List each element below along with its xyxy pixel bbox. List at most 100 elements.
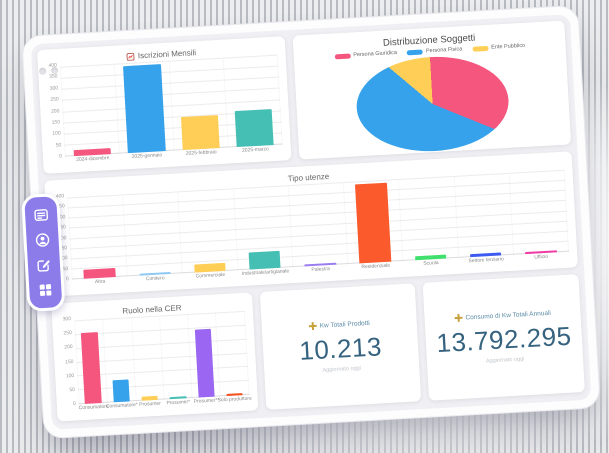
- tablet-frame: Iscrizioni Mensili 0 50 100 150 200 250 300 350…: [21, 4, 601, 440]
- apps-grid-icon[interactable]: [36, 280, 55, 299]
- bar-chart-icon: [126, 52, 135, 61]
- camera-dots: [38, 66, 59, 75]
- x-axis-label: Commerciale: [195, 271, 226, 280]
- legend-item: Persona Giuridica: [334, 50, 397, 59]
- x-axis-label: Solo produttore: [217, 395, 252, 404]
- legend-swatch: [406, 48, 424, 55]
- card-distribuzione-soggetti: Distribuzione Soggetti Persona Giuridica…: [292, 20, 572, 160]
- dashboard-screen: Iscrizioni Mensili 0 50 100 150 200 250 300 350…: [30, 14, 592, 430]
- bar-column: Consumatore*: [102, 318, 138, 410]
- user-circle-icon[interactable]: [33, 231, 52, 250]
- sparkle-icon: [454, 313, 463, 325]
- dashboard-row-1: Iscrizioni Mensili 0 50 100 150 200 250 300 350…: [36, 20, 572, 174]
- y-tick-label: 0: [72, 400, 76, 408]
- x-axis-label: Settore terziario: [468, 256, 504, 265]
- stat-value: 13.792.295: [435, 320, 573, 358]
- bar-column: Prosumer*: [159, 315, 192, 406]
- bar-column: Altra: [67, 195, 127, 285]
- legend-label: Persona Fisica: [425, 46, 463, 55]
- bar-column: 2025-marzo: [223, 56, 283, 154]
- stat-subtitle: Aggiornato oggi: [322, 365, 362, 374]
- camera-dot: [50, 66, 59, 75]
- y-tick-label: 300: [62, 316, 72, 323]
- y-tick-label: 200: [50, 107, 60, 115]
- y-tick-label: 350: [49, 73, 58, 81]
- y-tick-label: 250: [50, 96, 59, 103]
- x-axis-label: 2024-dicembre: [75, 155, 110, 164]
- edit-icon[interactable]: [34, 255, 53, 274]
- x-axis-label: Altra: [94, 278, 106, 286]
- y-tick-label: 150: [51, 119, 61, 126]
- bar-residenziale: [355, 182, 392, 264]
- bar-column: Ufficio: [508, 171, 569, 261]
- dashboard-row-2: Tipo utenze 0 50 100 150 200 250 300 350 400 Alt…: [44, 151, 578, 297]
- stat-title-row: Consumo di Kw Totali Annuali: [454, 309, 551, 325]
- camera-dot: [38, 67, 47, 75]
- bar-chart-iscrizioni: 0 50 100 150 200 250 300 350 400 2024-dicembre 20…: [46, 54, 283, 169]
- x-axis-label: Palestra: [311, 266, 330, 274]
- chart-title-row: Iscrizioni Mensili: [45, 42, 277, 67]
- legend-swatch: [334, 53, 351, 59]
- x-axis-label: Ufficio: [534, 253, 549, 261]
- card-ruolo-nella-cer: Ruolo nella CER 0 50 100 150 200 250 300 Consu…: [51, 292, 259, 422]
- bar-2025-febbraio: [180, 114, 220, 151]
- bar-consumatore: [81, 332, 102, 404]
- bar-column: Cimitero: [122, 192, 182, 282]
- legend-item: Ente Pubblico: [472, 43, 525, 52]
- y-tick-label: 200: [64, 344, 73, 351]
- plot-area: 2024-dicembre 2025-gennaio 2025-febbraio 20…: [59, 54, 284, 168]
- y-tick-label: 150: [64, 358, 74, 365]
- table-card-icon[interactable]: [32, 206, 51, 225]
- y-tick-label: 0: [58, 153, 63, 160]
- y-tick-label: 400: [55, 193, 65, 200]
- pie-distribuzione-soggetti: [354, 52, 512, 156]
- y-tick-label: 50: [69, 386, 76, 394]
- x-axis-label: 2025-marzo: [241, 146, 269, 154]
- y-tick-label: 0: [65, 276, 69, 283]
- stat-card-consumo-kw-annuali: Consumo di Kw Totali Annuali 13.792.295 …: [422, 274, 585, 401]
- x-axis-label: 2025-febbraio: [185, 149, 217, 157]
- x-axis-label: Consumatore*: [105, 401, 138, 410]
- bar-column: Commerciale: [178, 189, 238, 280]
- y-tick-label: 100: [52, 130, 61, 138]
- bar-prosumer-: [194, 328, 215, 398]
- stat-title: Consumo di Kw Totali Annuali: [465, 310, 552, 322]
- legend-label: Persona Giuridica: [353, 49, 398, 59]
- bar-column: Consumatore: [74, 320, 109, 411]
- bar-consumatore-: [112, 379, 130, 403]
- x-axis-label: 2025-gennaio: [131, 152, 163, 160]
- stat-subtitle: Aggiornato oggi: [485, 356, 525, 365]
- bar-2025-marzo: [234, 109, 274, 148]
- x-axis-label: Scuola: [423, 259, 439, 267]
- x-axis-label: Consumatore: [78, 403, 109, 412]
- y-tick-label: 50: [62, 265, 69, 273]
- bar-column: Prosumer: [131, 317, 164, 408]
- bar-column: Prosumer**: [187, 313, 220, 405]
- y-tick-label: 250: [63, 330, 73, 337]
- x-axis-label: Prosumer**: [193, 397, 220, 405]
- bar-column: Residenziale: [343, 180, 403, 270]
- bar-column: Solo produttore: [215, 312, 252, 403]
- bars: Consumatore Consumatore* Prosumer Prosumer*…: [74, 312, 252, 411]
- card-tipo-utenze: Tipo utenze 0 50 100 150 200 250 300 350 400 Alt…: [44, 151, 578, 297]
- bar-column: Industriale/artigianale: [233, 186, 293, 277]
- stat-value: 10.213: [298, 331, 383, 366]
- bar-2025-gennaio: [123, 64, 166, 154]
- bars: 2024-dicembre 2025-gennaio 2025-febbraio 20…: [60, 56, 283, 163]
- bar-column: 2025-febbraio: [168, 59, 227, 157]
- y-tick-label: 50: [55, 141, 62, 149]
- x-axis-label: Industriale/artigianale: [241, 268, 290, 277]
- x-axis-label: Prosumer: [139, 400, 162, 408]
- dashboard-row-3: Ruolo nella CER 0 50 100 150 200 250 300 Consu…: [51, 274, 585, 422]
- stat-title: Kw Totali Prodotti: [319, 320, 370, 331]
- bar-column: Scuola: [398, 177, 458, 267]
- bar-column: Settore terziario: [453, 174, 513, 264]
- sidebar: [21, 193, 66, 312]
- bar-column: 2025-gennaio: [114, 62, 173, 160]
- plot-area: Consumatore Consumatore* Prosumer Prosumer*…: [74, 310, 252, 415]
- pie-wrap: [302, 50, 563, 158]
- card-iscrizioni-mensili: Iscrizioni Mensili 0 50 100 150 200 250 300 350…: [36, 36, 292, 174]
- legend-label: Ente Pubblico: [491, 42, 526, 51]
- stat-card-kw-totali-prodotti: Kw Totali Prodotti 10.213 Aggiornato ogg…: [259, 283, 422, 410]
